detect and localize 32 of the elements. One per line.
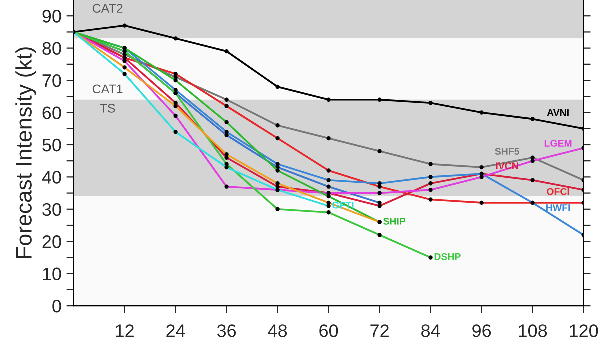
- y-tick-label: 50: [42, 138, 62, 152]
- series-label: HWFI: [546, 204, 570, 212]
- y-tick-label: 60: [42, 106, 62, 120]
- y-tick-label: 40: [42, 171, 62, 184]
- x-tick-label: 120: [570, 324, 598, 338]
- x-tick-label: 24: [166, 324, 186, 338]
- y-tick-label: 0: [52, 300, 62, 313]
- x-tick-label: 12: [116, 324, 134, 338]
- y-tick-label: 30: [42, 203, 62, 216]
- y-tick-label: 80: [42, 42, 62, 56]
- x-tick-label: 48: [268, 324, 288, 338]
- y-tick-label: 20: [42, 236, 62, 248]
- series-label: SHIP: [383, 218, 406, 225]
- band-label: CAT1: [92, 84, 123, 94]
- x-tick-label: 84: [422, 324, 440, 338]
- x-tick-label: 72: [370, 324, 389, 338]
- series-label: IVCN: [496, 162, 518, 170]
- series-label: AVNI: [547, 110, 569, 116]
- y-tick-label: 10: [43, 268, 62, 281]
- y-tick-label: 70: [42, 74, 62, 88]
- series-label: DSHP: [434, 253, 461, 260]
- series-label: OFCI: [547, 188, 570, 196]
- band-label: TS: [100, 104, 116, 113]
- x-tick-label: 60: [320, 324, 338, 338]
- x-tick-label: 108: [519, 324, 548, 338]
- x-tick-label: 36: [217, 324, 236, 338]
- x-tick-label: 96: [472, 324, 492, 338]
- series-label: SHF5: [495, 148, 520, 155]
- y-axis-title: Forecast Intensity (kt): [16, 48, 36, 258]
- series-label: LGEM: [544, 140, 572, 147]
- band-label: CAT2: [92, 4, 123, 14]
- y-tick-label: 90: [42, 10, 62, 23]
